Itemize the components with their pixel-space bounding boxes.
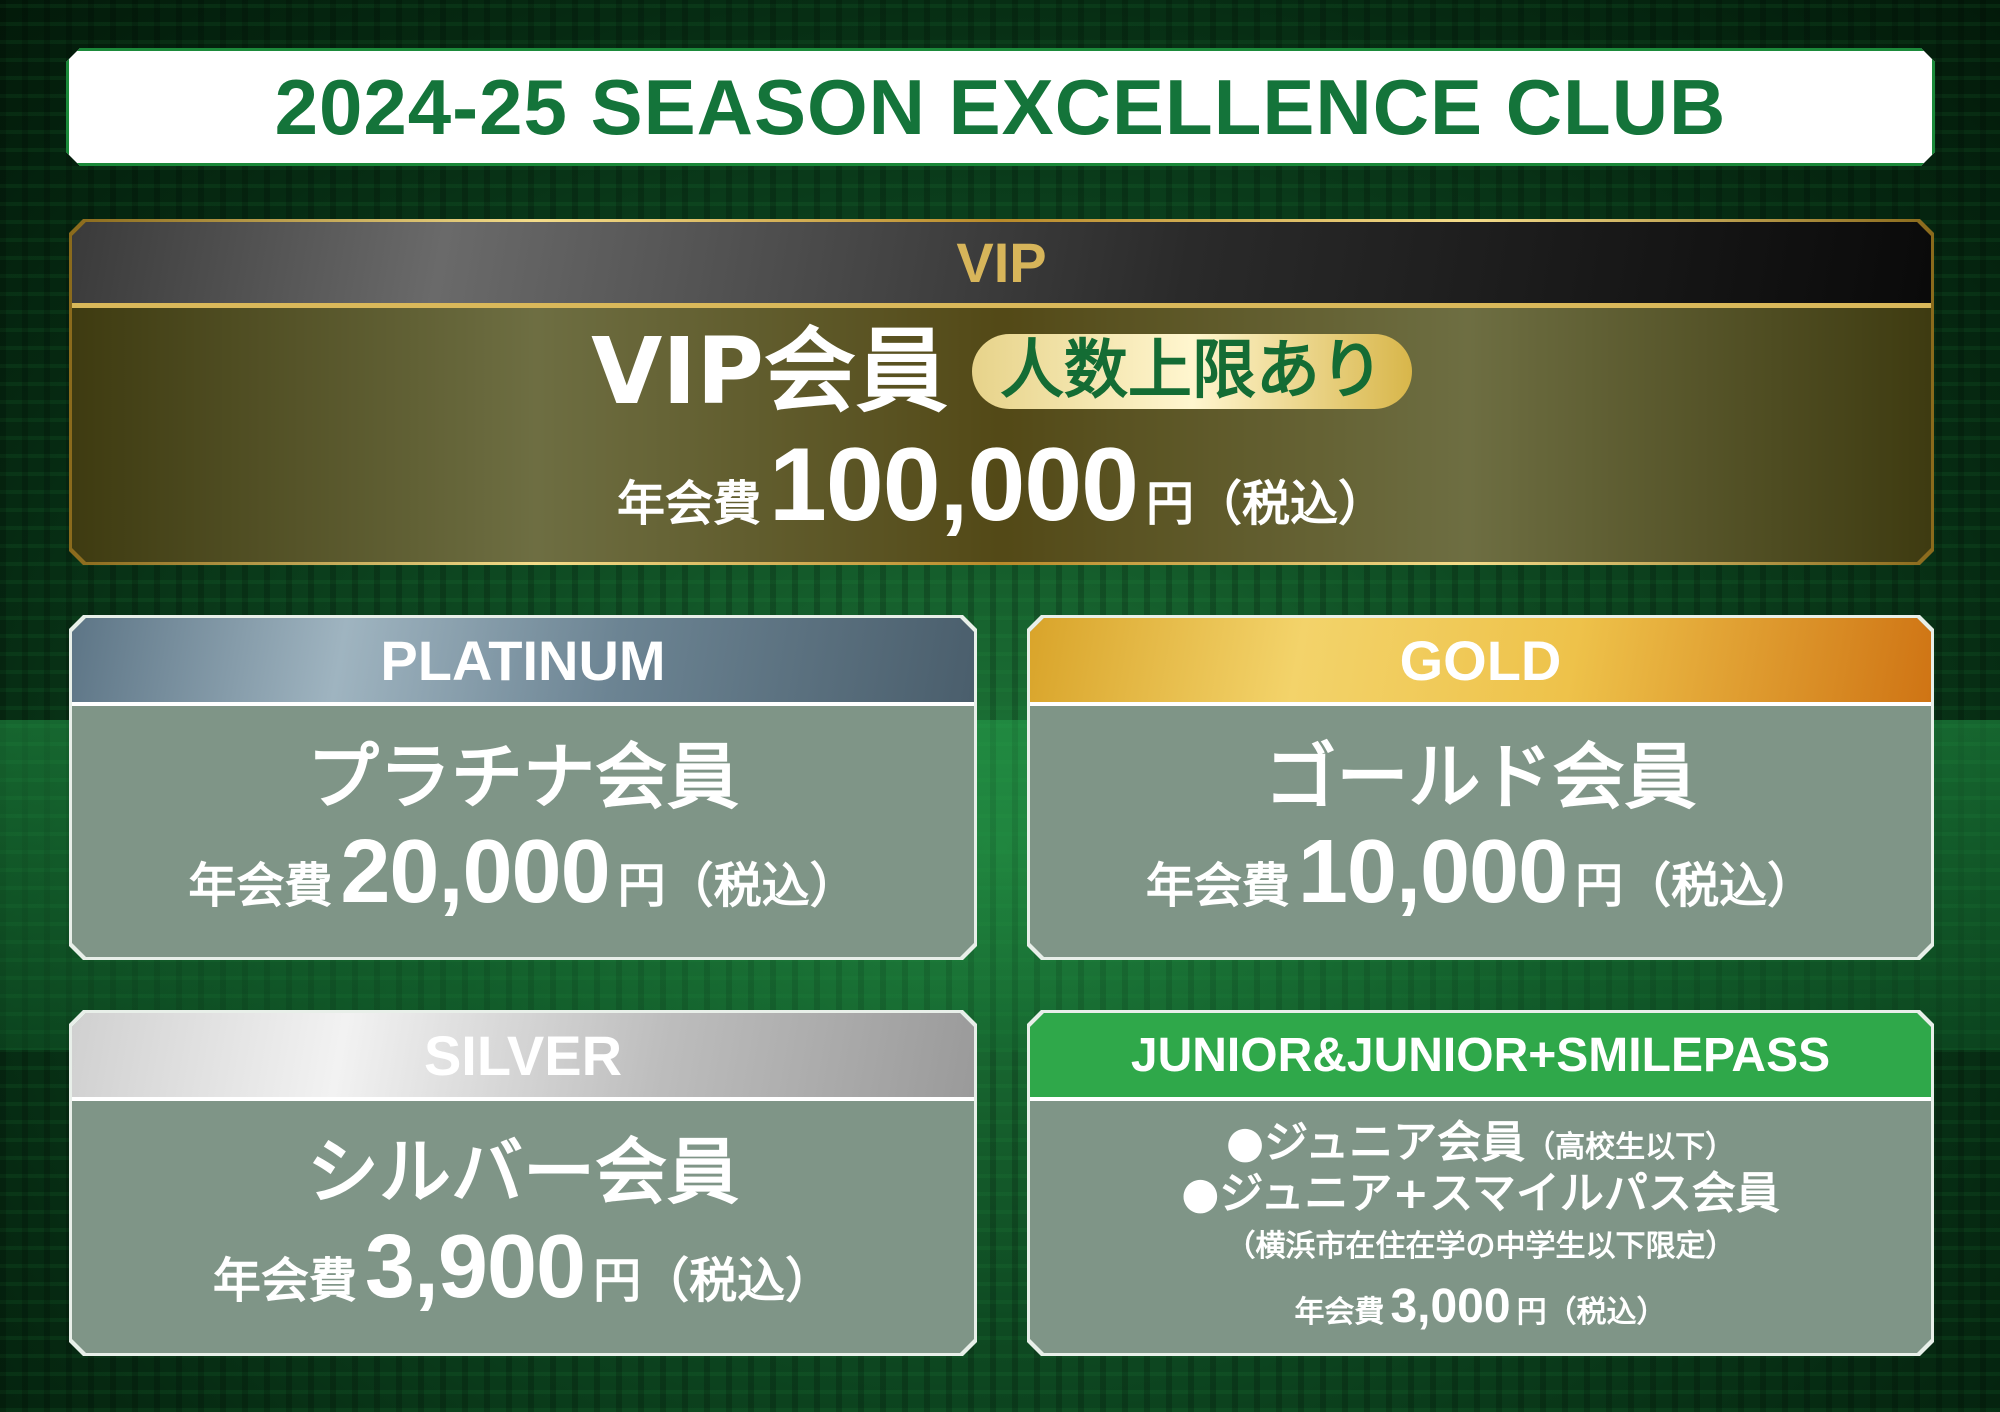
gold-card: GOLD ゴールド会員 年会費 10,000 円（税込） xyxy=(1027,615,1934,960)
fee-label: 年会費 xyxy=(1145,858,1290,915)
gold-name: ゴールド会員 xyxy=(1264,734,1697,819)
vip-name: VIP会員 xyxy=(591,317,948,425)
junior-member-note: （高校生以下） xyxy=(1525,1129,1736,1165)
limited-badge: 人数上限あり xyxy=(972,334,1412,408)
fee-suffix: 円（税込） xyxy=(593,1253,834,1310)
vip-header: VIP xyxy=(72,222,1931,308)
platinum-card: PLATINUM プラチナ会員 年会費 20,000 円（税込） xyxy=(69,615,977,960)
gold-header: GOLD xyxy=(1030,618,1931,706)
silver-card: SILVER シルバー会員 年会費 3,900 円（税込） xyxy=(69,1010,977,1356)
fee-suffix: 円（税込） xyxy=(1516,1295,1667,1331)
vip-card: VIP VIP会員 人数上限あり 年会費 100,000 円（税込） xyxy=(69,219,1934,565)
junior-smilepass-member: ●ジュニア+スマイルパス会員 xyxy=(1181,1167,1780,1219)
gold-amount: 10,000 xyxy=(1297,822,1568,923)
platinum-header: PLATINUM xyxy=(72,618,974,706)
junior-card: JUNIOR&JUNIOR+SMILEPASS ●ジュニア会員（高校生以下） ●… xyxy=(1027,1010,1934,1356)
fee-label: 年会費 xyxy=(1294,1295,1385,1331)
junior-amount: 3,000 xyxy=(1390,1280,1511,1334)
junior-smilepass-note: （横浜市在住在学の中学生以下限定） xyxy=(1225,1229,1736,1265)
fee-label: 年会費 xyxy=(188,858,333,915)
fee-suffix: 円（税込） xyxy=(1145,476,1386,533)
junior-header: JUNIOR&JUNIOR+SMILEPASS xyxy=(1030,1013,1931,1101)
fee-suffix: 円（税込） xyxy=(1575,858,1816,915)
platinum-name: プラチナ会員 xyxy=(306,734,739,819)
silver-header: SILVER xyxy=(72,1013,974,1101)
silver-name: シルバー会員 xyxy=(306,1129,739,1214)
fee-label: 年会費 xyxy=(617,476,762,533)
platinum-amount: 20,000 xyxy=(340,822,610,923)
page-title-banner: 2024-25 SEASON EXCELLENCE CLUB xyxy=(66,48,1935,166)
junior-member: ●ジュニア会員 xyxy=(1225,1116,1526,1168)
fee-suffix: 円（税込） xyxy=(617,858,858,915)
vip-amount: 100,000 xyxy=(769,427,1138,544)
silver-amount: 3,900 xyxy=(364,1217,586,1318)
page-title: 2024-25 SEASON EXCELLENCE CLUB xyxy=(274,62,1727,151)
fee-label: 年会費 xyxy=(212,1253,357,1310)
